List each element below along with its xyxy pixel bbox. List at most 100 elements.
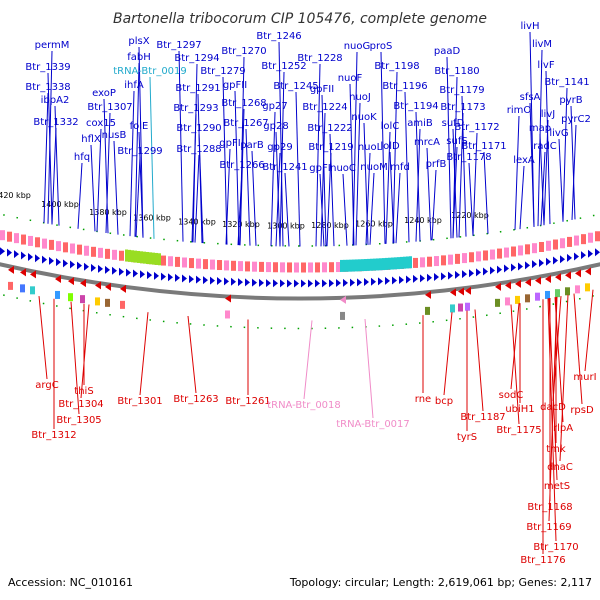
cog-block [28, 235, 33, 246]
forward-gene-arrow [217, 277, 222, 286]
cog-block [585, 283, 590, 292]
leader-line [385, 131, 391, 244]
leader-line [548, 296, 558, 522]
reverse-gene-arrow [20, 268, 26, 277]
reverse-gene-label: tyrS [457, 432, 477, 443]
reverse-gene-label: Btr_1263 [173, 394, 218, 405]
forward-gene-label: sufS [446, 136, 467, 147]
cog-block [546, 240, 551, 251]
forward-gene-arrow [532, 260, 537, 269]
kbp-tick-label: 1300 kbp [267, 221, 305, 230]
forward-gene-arrow [49, 256, 54, 265]
forward-gene-arrow [315, 279, 320, 288]
leader-line [80, 304, 90, 399]
cog-block [343, 259, 346, 272]
forward-gene-labels: permM Btr_1339 Btr_1338 ibpA2 Btr_1332 exoP co… [25, 21, 591, 247]
forward-gene-arrow [483, 267, 488, 276]
forward-gene-label: Btr_1196 [382, 81, 427, 92]
forward-gene-arrow [574, 252, 579, 261]
leader-line [187, 315, 197, 394]
cog-block [355, 259, 358, 272]
cog-block [441, 255, 446, 266]
cog-block [376, 258, 379, 271]
cog-block [119, 250, 124, 261]
forward-gene-arrow [98, 264, 103, 273]
leader-line [54, 105, 60, 226]
cog-block [373, 258, 376, 271]
reverse-gene-arrow [575, 269, 581, 278]
forward-gene-arrow [175, 273, 180, 282]
forward-gene-label: Btr_1288 [176, 144, 221, 155]
forward-gene-arrow [595, 248, 600, 257]
reverse-gene-arrow [105, 282, 111, 291]
forward-gene-label: pyrC2 [561, 114, 591, 125]
cog-block [280, 262, 285, 273]
leader-line [295, 91, 301, 247]
cog-block [565, 287, 570, 296]
cog-block [370, 258, 373, 271]
map-title: Bartonella tribocorum CIP 105476, comple… [113, 11, 487, 27]
forward-gene-arrow [84, 262, 89, 271]
forward-gene-label: Btr_1339 [25, 62, 70, 73]
forward-gene-arrow [63, 259, 68, 268]
forward-gene-arrow [553, 256, 558, 265]
reverse-gene-arrow [68, 277, 74, 286]
leader-line [134, 62, 140, 237]
forward-gene-arrow [385, 276, 390, 285]
forward-gene-label: Btr_1224 [302, 102, 347, 113]
forward-gene-arrow [322, 279, 327, 288]
leader-line [138, 131, 144, 238]
forward-gene-label: cox15 [86, 118, 116, 129]
reverse-gene-arrow [458, 287, 464, 296]
forward-gene-arrow [280, 279, 285, 288]
forward-gene-arrow [392, 276, 397, 285]
leader-line [222, 76, 228, 245]
forward-gene-label: livM [532, 39, 552, 50]
forward-gene-arrow [203, 276, 208, 285]
forward-gene-arrow [133, 269, 138, 278]
reverse-gene-label: Btr_1170 [533, 542, 578, 553]
leader-line [547, 298, 557, 542]
cog-block [397, 257, 400, 270]
cog-block [203, 259, 208, 270]
forward-gene-arrow [28, 252, 33, 261]
forward-gene-label: amiB [407, 118, 433, 129]
cog-block [225, 310, 230, 319]
reverse-gene-arrow [30, 270, 36, 279]
forward-gene-label: lolC [381, 121, 400, 132]
reverse-gene-label: argC [35, 380, 58, 391]
forward-gene-arrow [371, 277, 376, 286]
forward-gene-label: folE [130, 121, 149, 132]
forward-gene-arrow [154, 271, 159, 280]
cog-block [287, 262, 292, 273]
leader-line [178, 50, 184, 242]
cog-block [336, 262, 341, 273]
forward-gene-label: Btr_1173 [440, 102, 485, 113]
forward-gene-label: gpFI [309, 163, 330, 174]
reverse-gene-label: Btr_1301 [117, 396, 162, 407]
forward-gene-label: Btr_1178 [446, 152, 491, 163]
forward-gene-arrow [420, 274, 425, 283]
cog-block [555, 289, 560, 298]
cog-block [98, 247, 103, 258]
cog-block [539, 241, 544, 252]
forward-gene-arrow [252, 278, 257, 287]
cog-block [413, 257, 418, 268]
cog-block [182, 257, 187, 268]
forward-gene-arrow [35, 254, 40, 263]
forward-gene-arrow [343, 278, 348, 287]
leader-line [194, 154, 200, 243]
cog-block [361, 259, 364, 272]
cog-block [105, 248, 110, 259]
forward-gene-label: nuoC [330, 163, 356, 174]
leader-line [562, 87, 568, 222]
cog-block [8, 281, 13, 290]
forward-gene-arrow [525, 261, 530, 270]
forward-gene-arrow [329, 279, 334, 288]
forward-gene-arrow [266, 279, 271, 288]
leader-line [426, 147, 432, 241]
leader-line [483, 151, 489, 234]
forward-gene-arrow [112, 266, 117, 275]
cog-block [400, 256, 403, 269]
genome-backbone [0, 262, 600, 301]
